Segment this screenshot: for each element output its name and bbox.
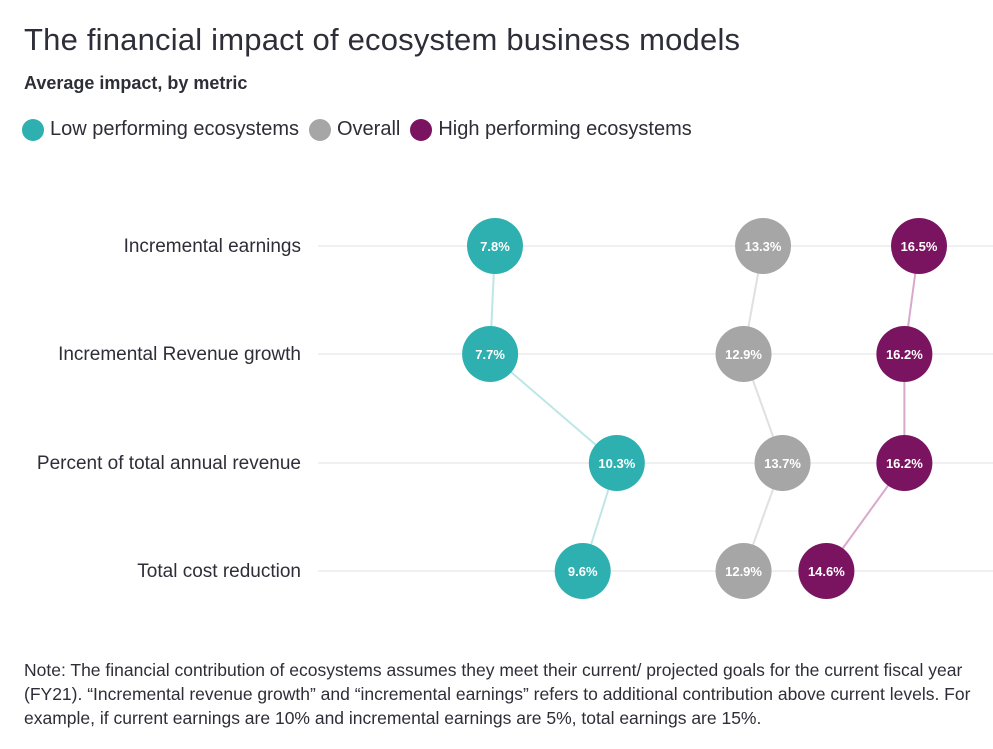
data-label-overall-total-cost-reduction: 12.9% (725, 564, 762, 579)
category-label-incremental-revenue-growth: Incremental Revenue growth (58, 344, 301, 365)
legend-item-overall[interactable]: Overall (308, 118, 401, 141)
dot-overall-incremental-earnings (735, 218, 792, 274)
legend-dot-high (410, 118, 433, 141)
data-label-high-performing-ecosystems-total-cost-reduction: 14.6% (808, 564, 845, 579)
data-label-low-performing-ecosystems-total-cost-reduction: 9.6% (568, 564, 598, 579)
legend-dot-overall (308, 118, 331, 141)
legend-label-overall: Overall (336, 118, 401, 140)
legend-item-low[interactable]: Low performing ecosystems (22, 118, 299, 141)
dot-high-performing-ecosystems-incremental-earnings (891, 218, 947, 274)
dot-low-performing-ecosystems-total-cost-reduction (554, 543, 611, 599)
data-label-high-performing-ecosystems-incremental-revenue-growth: 16.2% (886, 347, 923, 362)
dot-overall-percent-of-total-annual-revenue (754, 435, 811, 491)
data-label-high-performing-ecosystems-incremental-earnings: 16.5% (901, 239, 938, 254)
chart-title: The financial impact of ecosystem busine… (24, 22, 741, 57)
category-label-incremental-earnings: Incremental earnings (124, 236, 301, 257)
dot-high-performing-ecosystems-total-cost-reduction (798, 543, 855, 599)
footnote: Note: The financial contribution of ecos… (24, 660, 971, 728)
data-label-low-performing-ecosystems-incremental-revenue-growth: 7.7% (475, 347, 505, 362)
dot-overall-total-cost-reduction (715, 543, 772, 599)
data-label-overall-percent-of-total-annual-revenue: 13.7% (764, 456, 801, 471)
dot-high-performing-ecosystems-percent-of-total-annual-revenue (876, 435, 933, 491)
chart-subtitle: Average impact, by metric (24, 73, 248, 93)
data-label-low-performing-ecosystems-percent-of-total-annual-revenue: 10.3% (598, 456, 635, 471)
dot-low-performing-ecosystems-incremental-earnings (466, 218, 523, 274)
data-label-low-performing-ecosystems-incremental-earnings: 7.8% (480, 239, 510, 254)
legend-dot-low (22, 118, 44, 141)
legend-label-low: Low performing ecosystems (50, 118, 299, 140)
data-label-overall-incremental-earnings: 13.3% (745, 239, 782, 254)
data-label-overall-incremental-revenue-growth: 12.9% (725, 347, 762, 362)
legend-label-high: High performing ecosystems (438, 118, 692, 140)
legend-item-high[interactable]: High performing ecosystems (410, 118, 692, 141)
dot-plot-chart: Incremental earnings Incremental Revenue … (37, 218, 993, 599)
dot-high-performing-ecosystems-incremental-revenue-growth (876, 326, 933, 382)
data-label-high-performing-ecosystems-percent-of-total-annual-revenue: 16.2% (886, 456, 923, 471)
category-label-percent-of-total-annual-revenue: Percent of total annual revenue (37, 453, 301, 474)
legend: Low performing ecosystems Overall High p… (22, 118, 702, 141)
dot-overall-incremental-revenue-growth (715, 326, 772, 382)
dot-low-performing-ecosystems-incremental-revenue-growth (462, 326, 519, 382)
dot-low-performing-ecosystems-percent-of-total-annual-revenue (588, 435, 645, 491)
category-label-total-cost-reduction: Total cost reduction (137, 561, 301, 582)
